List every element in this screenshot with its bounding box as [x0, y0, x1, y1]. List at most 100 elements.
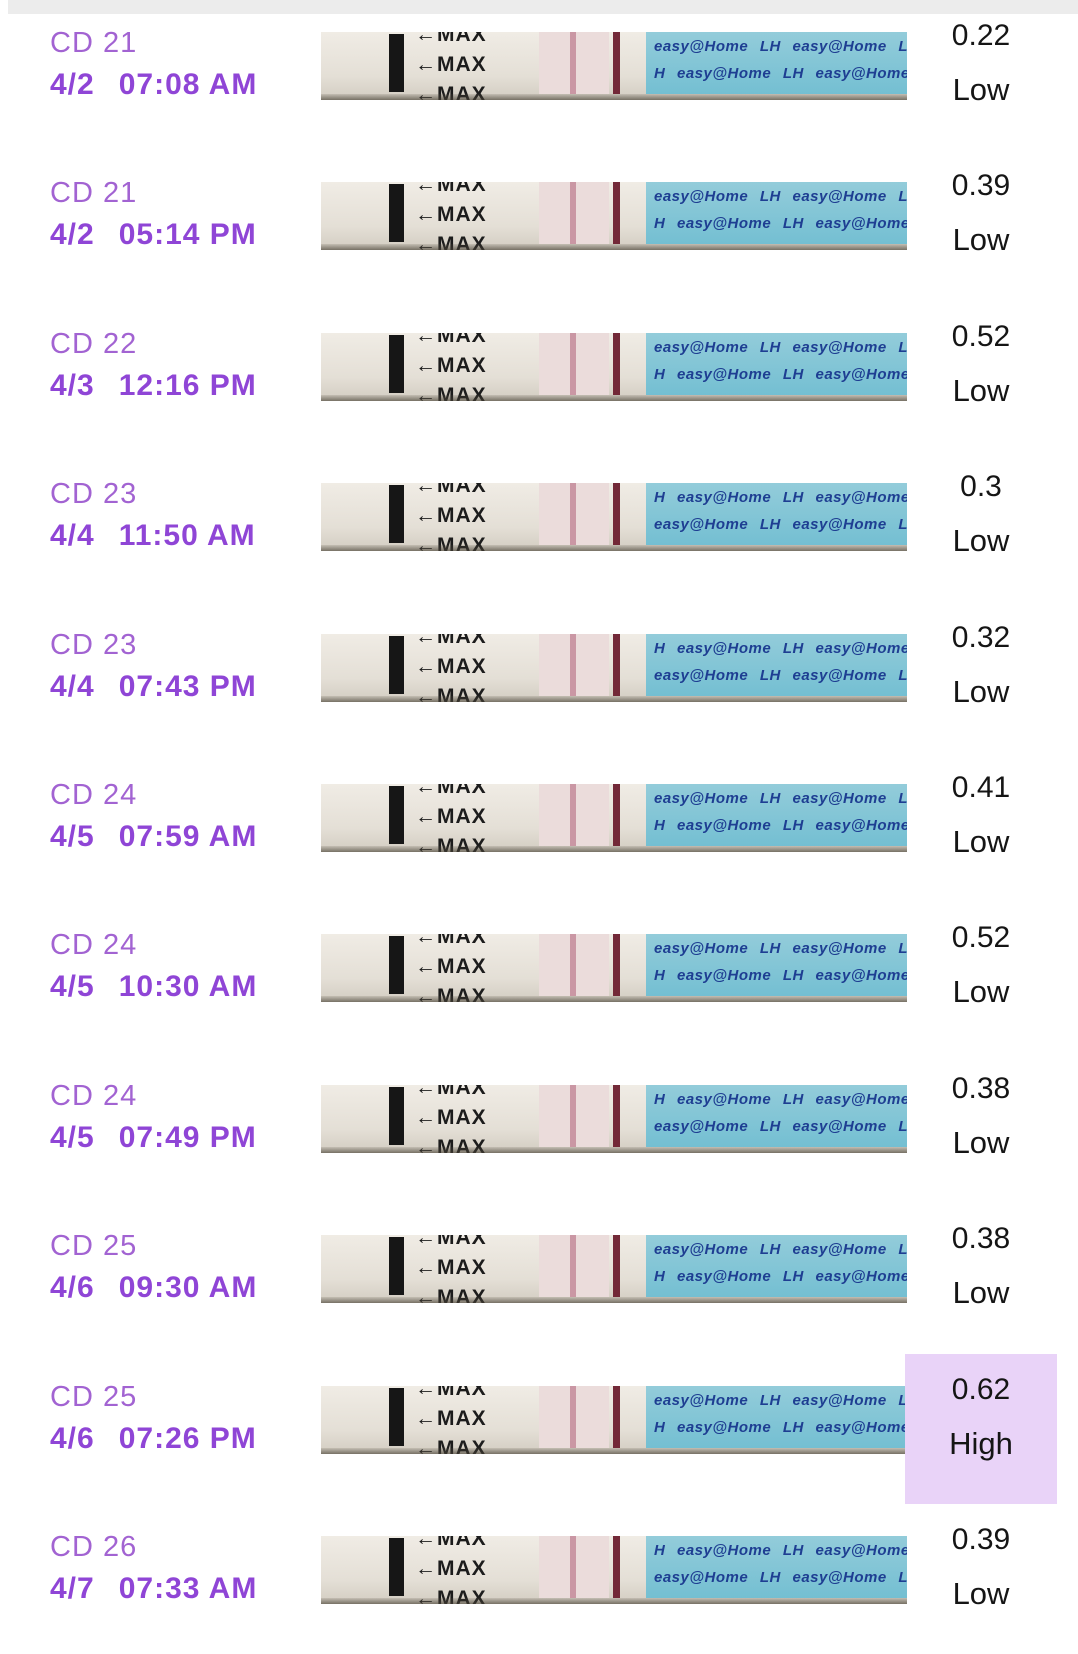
test-result-row[interactable]: CD 21 4/2 07:08 AM ←MAX ←MAX ←MAX easy@Ho…	[0, 0, 1078, 150]
time-label: 07:59 AM	[118, 819, 258, 853]
result-column: 0.22 Low	[905, 0, 1057, 150]
test-strip-photo[interactable]: ←MAX ←MAX ←MAX H easy@Home LH easy@Home …	[321, 483, 907, 552]
test-result-row[interactable]: CD 23 4/4 11:50 AM ←MAX ←MAX ←MAX H easy@…	[0, 451, 1078, 601]
result-level: Low	[952, 823, 1010, 859]
result-value: 0.52	[951, 319, 1011, 353]
strip-brand-label: H easy@Home LH easy@Home LH	[654, 1541, 907, 1559]
strip-control-line	[613, 934, 620, 997]
strip-control-line	[613, 1385, 620, 1448]
strip-black-bar	[389, 635, 404, 694]
test-strip-photo[interactable]: ←MAX ←MAX ←MAX easy@Home LH easy@Home LH…	[321, 934, 907, 1003]
strip-brand-label: H easy@Home LH easy@Home L	[654, 489, 907, 507]
cycle-day-label: CD 24	[50, 1079, 138, 1112]
max-arrow-label: ←MAX	[415, 534, 487, 552]
max-arrow-label: ←MAX	[415, 483, 487, 498]
strip-black-bar	[389, 34, 404, 92]
max-arrow-label: ←MAX	[415, 684, 487, 702]
cycle-day-label: CD 25	[50, 1230, 138, 1263]
test-strip-photo[interactable]: ←MAX ←MAX ←MAX easy@Home LH easy@Home LH…	[321, 1235, 907, 1304]
max-arrow-label: ←MAX	[415, 804, 487, 828]
strip-test-line	[570, 934, 576, 997]
result-value: 0.39	[951, 1522, 1011, 1556]
test-strip-photo[interactable]: ←MAX ←MAX ←MAX H easy@Home LH easy@Home …	[321, 633, 907, 702]
strip-brand-label: H easy@Home LH easy@Home	[654, 1418, 907, 1436]
test-result-row[interactable]: CD 21 4/2 05:14 PM ←MAX ←MAX ←MAX easy@Ho…	[0, 150, 1078, 300]
strip-brand-label: H easy@Home LH easy@Home L	[654, 1090, 907, 1108]
strip-max-labels: ←MAX ←MAX ←MAX	[415, 634, 535, 702]
strip-black-bar	[389, 936, 404, 995]
test-result-row[interactable]: CD 22 4/3 12:16 PM ←MAX ←MAX ←MAX easy@Ho…	[0, 301, 1078, 451]
date-label: 4/2	[50, 218, 95, 252]
cycle-day-label: CD 23	[50, 628, 138, 661]
date-label: 4/6	[50, 1421, 95, 1455]
test-result-row[interactable]: CD 24 4/5 07:59 AM ←MAX ←MAX ←MAX easy@Ho…	[0, 752, 1078, 902]
max-arrow-label: ←MAX	[415, 633, 487, 648]
test-strip-photo[interactable]: ←MAX ←MAX ←MAX H easy@Home LH easy@Home …	[321, 1084, 907, 1153]
test-result-row[interactable]: CD 25 4/6 07:26 PM ←MAX ←MAX ←MAX easy@Ho…	[0, 1353, 1078, 1504]
date-label: 4/6	[50, 1271, 95, 1305]
result-level: Low	[952, 222, 1010, 258]
strip-test-line	[570, 1535, 576, 1598]
time-label: 07:08 AM	[118, 68, 258, 101]
date-time-label: 4/4 11:50 AM	[50, 519, 256, 553]
max-arrow-label: ←MAX	[415, 1256, 487, 1280]
max-arrow-label: ←MAX	[415, 1586, 487, 1604]
strip-brand-sticker: easy@Home LH easy@Home LH H easy@Home LH…	[646, 332, 907, 395]
date-time-label: 4/2 05:14 PM	[50, 218, 257, 252]
strip-control-line	[613, 182, 620, 245]
strip-max-labels: ←MAX ←MAX ←MAX	[415, 182, 535, 250]
strip-brand-label: H easy@Home LH easy@Home L	[654, 65, 907, 82]
result-value: 0.32	[951, 620, 1011, 654]
strip-max-labels: ←MAX ←MAX ←MAX	[415, 1085, 535, 1153]
date-time-label: 4/5 07:59 AM	[50, 820, 257, 854]
strip-max-labels: ←MAX ←MAX ←MAX	[415, 1235, 535, 1303]
strip-test-line	[570, 1084, 576, 1147]
result-level: Low	[952, 974, 1010, 1010]
test-strip-photo[interactable]: ←MAX ←MAX ←MAX easy@Home LH easy@Home LH…	[321, 1385, 907, 1454]
strip-max-labels: ←MAX ←MAX ←MAX	[415, 934, 535, 1002]
result-column: 0.39 Low	[905, 1504, 1057, 1654]
test-result-row[interactable]: CD 24 4/5 07:49 PM ←MAX ←MAX ←MAX H easy@…	[0, 1053, 1078, 1203]
max-arrow-label: ←MAX	[415, 332, 487, 347]
date-label: 4/4	[50, 519, 95, 553]
max-arrow-label: ←MAX	[415, 1436, 487, 1454]
result-value: 0.52	[951, 921, 1011, 955]
date-time-label: 4/2 07:08 AM	[50, 68, 257, 102]
strip-black-bar	[389, 1237, 404, 1296]
strip-control-line	[613, 483, 620, 546]
test-strip-photo[interactable]: ←MAX ←MAX ←MAX easy@Home LH easy@Home LH…	[321, 332, 907, 401]
strip-brand-sticker: easy@Home LH easy@Home LH H easy@Home LH…	[646, 934, 907, 997]
test-strip-photo[interactable]: ←MAX ←MAX ←MAX easy@Home LH easy@Home LH…	[321, 783, 907, 852]
cycle-day-label: CD 23	[50, 478, 138, 511]
test-result-row[interactable]: CD 23 4/4 07:43 PM ←MAX ←MAX ←MAX H easy@…	[0, 602, 1078, 752]
strip-brand-sticker: easy@Home LH easy@Home LH H easy@Home LH…	[646, 32, 907, 94]
strip-control-line	[613, 1535, 620, 1598]
date-time-label: 4/6 07:26 PM	[50, 1422, 257, 1456]
strip-brand-sticker: easy@Home LH easy@Home LH H easy@Home LH…	[646, 1385, 907, 1448]
max-arrow-label: ←MAX	[415, 1235, 487, 1250]
strip-control-line	[613, 1235, 620, 1298]
date-label: 4/7	[50, 1571, 95, 1605]
strip-test-line	[570, 1235, 576, 1298]
strip-black-bar	[389, 785, 404, 844]
strip-black-bar	[389, 334, 404, 393]
result-value: 0.3	[960, 470, 1002, 504]
date-label: 4/5	[50, 819, 95, 853]
test-result-row[interactable]: CD 25 4/6 09:30 AM ←MAX ←MAX ←MAX easy@Ho…	[0, 1203, 1078, 1353]
strip-max-labels: ←MAX ←MAX ←MAX	[415, 32, 535, 100]
result-value: 0.41	[951, 770, 1011, 804]
time-label: 07:49 PM	[118, 1120, 257, 1154]
test-result-row[interactable]: CD 24 4/5 10:30 AM ←MAX ←MAX ←MAX easy@Ho…	[0, 902, 1078, 1052]
test-strip-photo[interactable]: ←MAX ←MAX ←MAX easy@Home LH easy@Home LH…	[321, 32, 907, 100]
test-strip-photo[interactable]: ←MAX ←MAX ←MAX H easy@Home LH easy@Home …	[321, 1535, 907, 1604]
max-arrow-label: ←MAX	[415, 353, 487, 377]
test-result-row[interactable]: CD 26 4/7 07:33 AM ←MAX ←MAX ←MAX H easy@…	[0, 1504, 1078, 1654]
time-label: 12:16 PM	[118, 368, 257, 402]
test-strip-photo[interactable]: ←MAX ←MAX ←MAX easy@Home LH easy@Home LH…	[321, 182, 907, 251]
max-arrow-label: ←MAX	[415, 834, 487, 852]
strip-brand-label: H easy@Home LH easy@Home L	[654, 215, 907, 233]
strip-brand-sticker: easy@Home LH easy@Home LH H easy@Home LH…	[646, 1235, 907, 1298]
time-label: 10:30 AM	[118, 970, 258, 1004]
strip-brand-label: easy@Home LH easy@Home LH	[654, 1391, 907, 1409]
result-value: 0.38	[951, 1071, 1011, 1105]
